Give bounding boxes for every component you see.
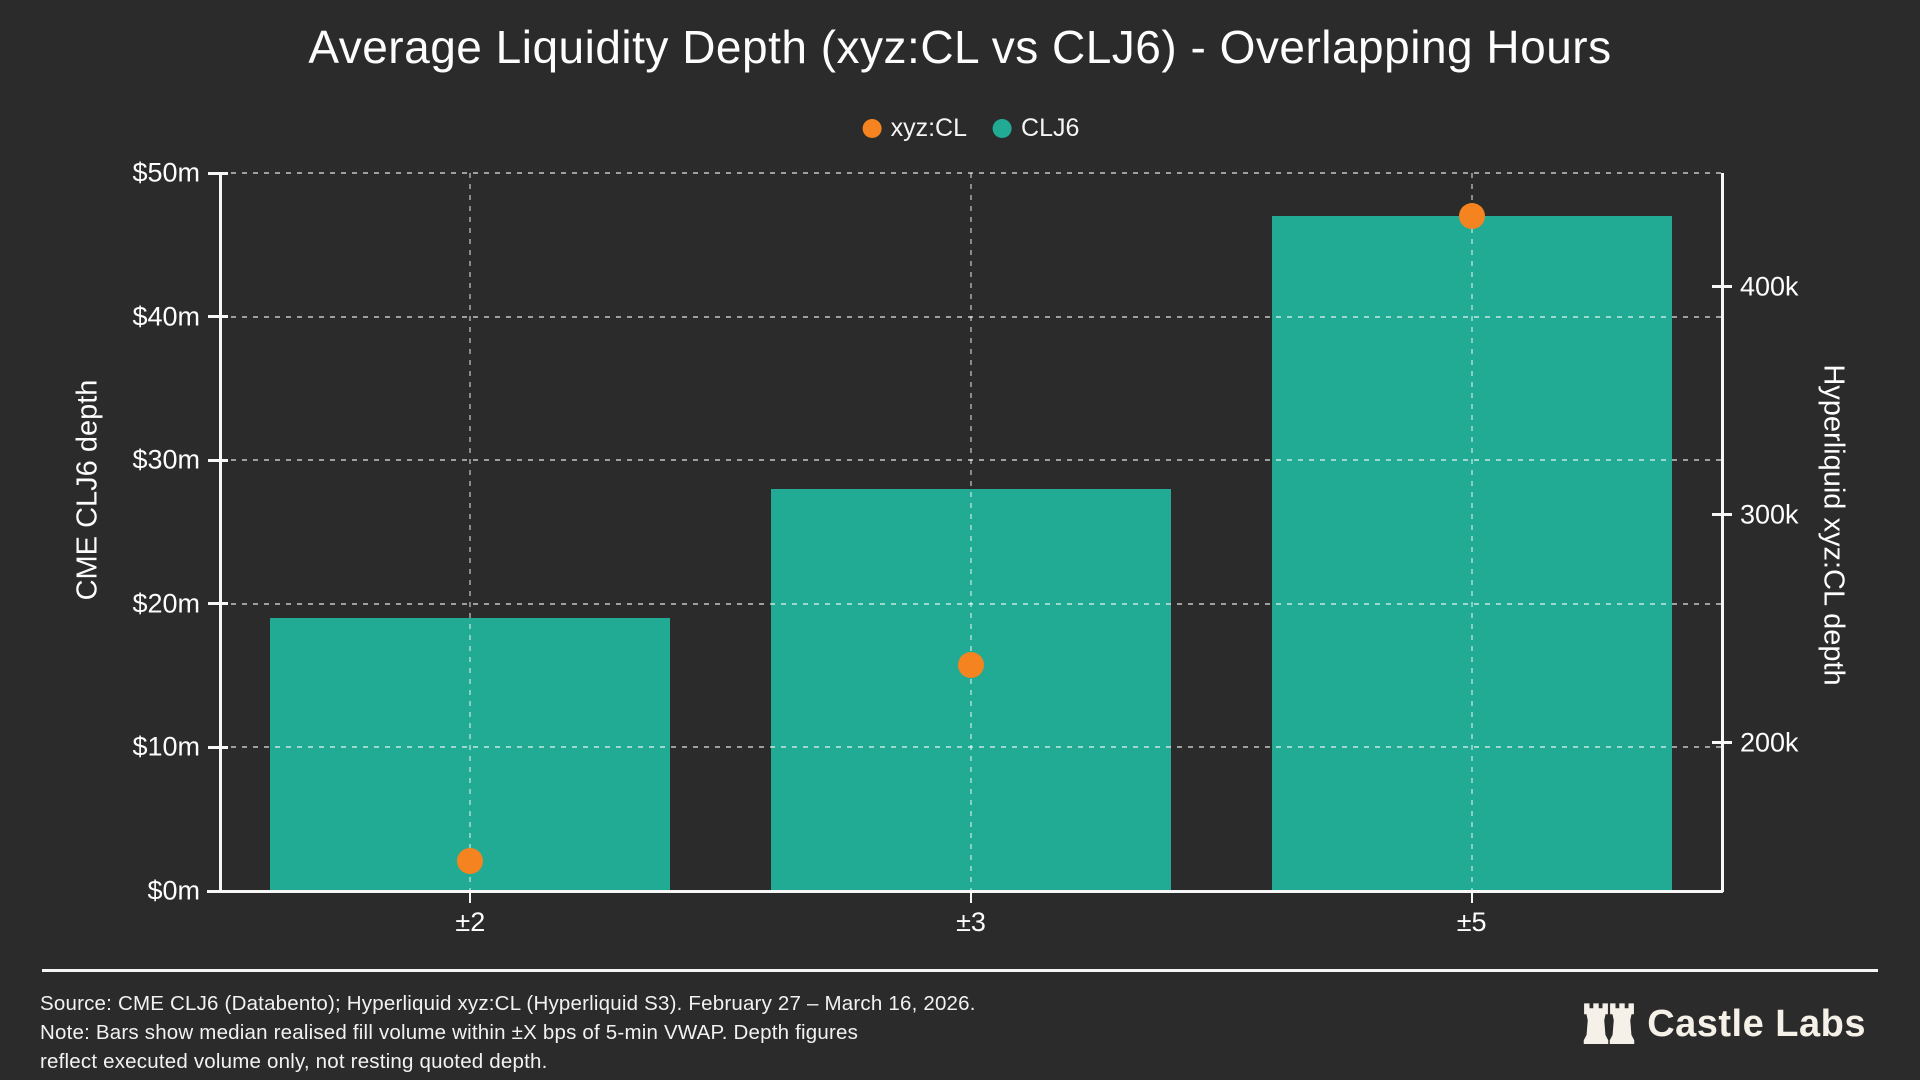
bar-±5 xyxy=(1271,216,1672,891)
scatter-point-±5 xyxy=(1458,203,1485,230)
left-axis-line xyxy=(219,173,222,892)
gridline-vertical xyxy=(469,173,472,891)
x-axis-tick xyxy=(1470,891,1473,903)
gridline-horizontal xyxy=(220,602,1722,605)
legend-item-xyzcl: xyz:CL xyxy=(862,114,968,143)
legend-marker-xyzcl-icon xyxy=(862,119,882,138)
gridline-vertical xyxy=(1470,173,1473,891)
legend-label-clj6: CLJ6 xyxy=(1021,114,1080,142)
source-line: Source: CME CLJ6 (Databento); Hyperliqui… xyxy=(40,992,976,1015)
left-axis-tick-label: $50m xyxy=(132,157,200,188)
legend: xyz:CL CLJ6 xyxy=(862,114,1079,143)
left-axis-tick xyxy=(208,171,228,175)
legend-label-xyzcl: xyz:CL xyxy=(890,114,968,142)
gridline-horizontal xyxy=(220,459,1722,462)
left-axis-tick xyxy=(208,889,228,893)
legend-marker-clj6-icon xyxy=(993,119,1013,138)
bar-±2 xyxy=(270,618,671,891)
right-axis-tick-label: 300k xyxy=(1740,499,1799,530)
bar-±3 xyxy=(771,488,1171,891)
x-axis-line xyxy=(207,890,1723,893)
gridline-horizontal xyxy=(220,746,1722,749)
x-axis-tick xyxy=(970,891,972,903)
x-axis-tick-label: ±2 xyxy=(455,907,486,937)
left-axis-tick-label: $10m xyxy=(132,731,200,762)
right-axis-tick xyxy=(1712,741,1732,745)
note-line-1: Note: Bars show median realised fill vol… xyxy=(40,1021,859,1044)
left-axis-tick xyxy=(208,602,228,606)
gridline-horizontal xyxy=(220,315,1722,318)
note-line-2: reflect executed volume only, not restin… xyxy=(40,1050,548,1073)
x-axis-tick-label: ±5 xyxy=(1456,907,1487,937)
right-axis-tick-label: 200k xyxy=(1740,727,1799,758)
legend-item-clj6: CLJ6 xyxy=(993,114,1079,143)
chart-title: Average Liquidity Depth (xyz:CL vs CLJ6)… xyxy=(308,21,1612,73)
right-axis-tick xyxy=(1712,513,1732,517)
x-axis-tick-label: ±3 xyxy=(956,907,986,937)
scatter-point-±2 xyxy=(457,848,484,875)
gridline-vertical xyxy=(970,173,972,891)
left-axis-tick xyxy=(208,745,228,749)
left-axis-tick-label: $20m xyxy=(132,588,200,619)
brand-logo: Castle Labs xyxy=(1583,1002,1866,1046)
footer-divider xyxy=(42,969,1878,972)
left-axis-tick xyxy=(208,458,228,462)
castle-icon xyxy=(1583,1003,1635,1045)
left-axis-tick-label: $30m xyxy=(132,444,200,475)
right-axis-line xyxy=(1721,173,1724,892)
scatter-point-±3 xyxy=(958,652,984,679)
left-axis-tick-label: $40m xyxy=(132,301,200,332)
brand-name: Castle Labs xyxy=(1647,1002,1866,1045)
left-axis-tick xyxy=(208,315,228,319)
left-axis-tick-label: $0m xyxy=(147,875,200,906)
right-axis-tick xyxy=(1712,285,1732,289)
x-axis-tick xyxy=(469,891,472,903)
right-axis-tick-label: 400k xyxy=(1740,271,1799,302)
footer-text: Source: CME CLJ6 (Databento); Hyperliqui… xyxy=(40,989,976,1076)
gridline-horizontal xyxy=(220,172,1722,174)
